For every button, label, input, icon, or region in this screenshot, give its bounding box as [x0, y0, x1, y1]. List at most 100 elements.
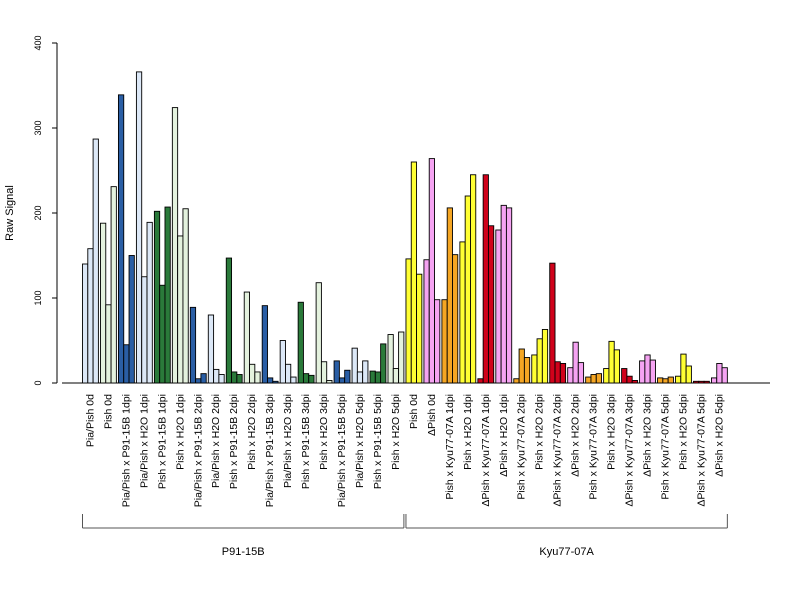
bar-group	[207, 314, 225, 384]
x-category-label: Pish x Kyu77-07A 2dpi	[516, 394, 528, 500]
bar	[549, 262, 556, 384]
x-category-label: Pia/Pish x P91-15B 1dpi	[120, 394, 132, 507]
bar	[572, 341, 579, 384]
bar-group	[711, 363, 728, 384]
bar	[446, 207, 453, 384]
bar	[608, 340, 615, 384]
bar	[267, 377, 274, 384]
bar	[603, 368, 610, 384]
bar	[452, 254, 459, 384]
x-category-label: Pish x H2O 1dpi	[174, 394, 186, 470]
y-tick-label: 100	[33, 290, 43, 305]
x-category-label: Pish x H2O 1dpi	[462, 394, 474, 470]
bar	[536, 338, 543, 384]
bar	[236, 374, 243, 384]
bar	[631, 380, 638, 384]
bar	[595, 373, 603, 384]
bar-group	[117, 94, 135, 384]
x-category-label: ΔPish x H2O 5dpi	[713, 394, 725, 477]
bar-group	[693, 380, 710, 384]
bar	[279, 340, 286, 384]
bar	[231, 371, 238, 384]
bar	[146, 221, 153, 384]
y-tick-label: 200	[33, 205, 43, 220]
bar	[374, 371, 382, 384]
group-bracket: Kyu77-07A	[405, 514, 728, 558]
bar	[243, 291, 250, 384]
bar-group	[135, 71, 153, 384]
bar	[100, 222, 107, 384]
group-brackets: P91-15B Kyu77-07A	[82, 514, 728, 558]
bar	[577, 362, 585, 384]
bar	[523, 357, 531, 384]
x-category-label: Pish x H2O 3dpi	[606, 394, 618, 470]
bar-group	[82, 138, 99, 384]
bar-group	[261, 305, 279, 384]
bar	[567, 367, 574, 384]
bar-group	[297, 301, 315, 384]
x-category-label: Pish x Kyu77-07A 5dpi	[659, 394, 671, 500]
bar	[667, 376, 674, 384]
bar-group	[675, 353, 692, 384]
bar	[290, 376, 297, 384]
bar	[554, 361, 561, 384]
bar	[87, 248, 94, 384]
bar-group	[315, 282, 333, 384]
bar	[423, 259, 430, 384]
bar	[482, 174, 489, 384]
x-category-label: Pish 0d	[408, 394, 420, 429]
bar	[703, 380, 710, 384]
bar	[105, 304, 112, 384]
x-category-label: Pia/Pish x H2O 1dpi	[138, 394, 150, 488]
bar	[110, 186, 117, 384]
bar	[302, 373, 310, 384]
x-category-label: Pish 0d	[102, 394, 114, 429]
bar	[434, 299, 441, 384]
x-category-label: Pish x Kyu77-07A 1dpi	[444, 394, 456, 500]
bar	[711, 377, 718, 384]
bar-group	[405, 161, 423, 384]
x-category-label: Pia/Pish x P91-15B 3dpi	[264, 394, 276, 507]
bar-group	[423, 158, 441, 384]
bar-group	[585, 373, 603, 384]
bar	[362, 360, 369, 384]
x-category-label: ΔPish x H2O 3dpi	[642, 394, 654, 477]
bar	[177, 235, 184, 384]
x-category-label: ΔPish x H2O 2dpi	[570, 394, 582, 477]
bar	[153, 210, 161, 384]
bar	[657, 377, 664, 384]
bar-group	[243, 291, 261, 384]
bar	[680, 353, 687, 384]
bar	[92, 138, 99, 384]
bar	[164, 206, 171, 384]
bar	[195, 378, 202, 384]
bar	[380, 343, 387, 384]
bar-group	[333, 360, 351, 384]
bar-group	[351, 347, 369, 384]
bar	[315, 282, 322, 384]
bar	[141, 276, 148, 384]
bar	[416, 273, 423, 384]
bar	[639, 360, 646, 384]
bar	[613, 349, 620, 384]
bar	[626, 375, 633, 384]
bar	[585, 376, 592, 384]
bar-group	[657, 376, 674, 384]
bar	[392, 368, 400, 384]
x-category-label: Pish x Kyu77-07A 3dpi	[588, 394, 600, 500]
bar-group	[549, 262, 567, 384]
x-category-label: ΔPish x H2O 1dpi	[498, 394, 510, 477]
bar	[123, 344, 130, 384]
bar	[308, 374, 315, 384]
bar	[272, 380, 279, 384]
bar	[369, 370, 376, 384]
bar	[428, 158, 435, 384]
bar-group	[621, 368, 638, 384]
bar	[698, 380, 705, 384]
bar	[135, 71, 143, 384]
bar-group	[189, 306, 207, 384]
bar	[459, 241, 466, 384]
bar	[171, 107, 179, 384]
x-category-label: Pish x P91-15B 1dpi	[156, 394, 168, 489]
